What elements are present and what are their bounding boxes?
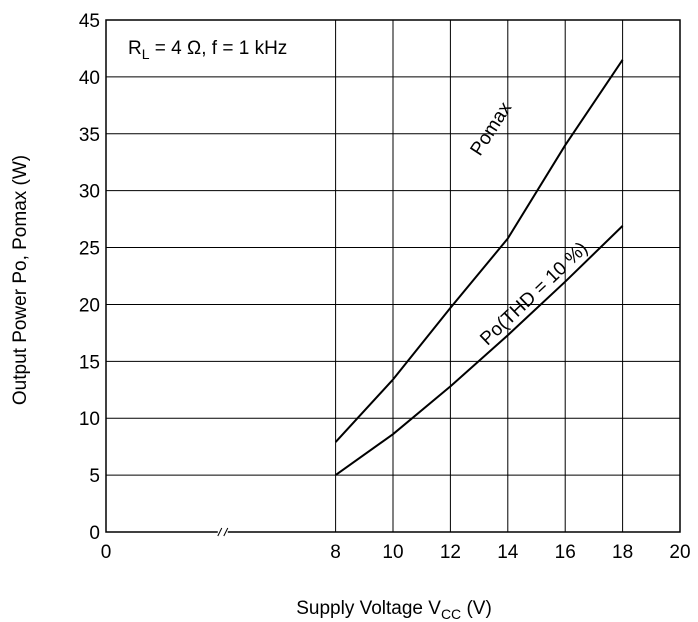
y-tick-label: 25 xyxy=(79,239,100,260)
grid xyxy=(106,20,680,532)
axis-break-gap xyxy=(217,527,228,537)
series-label-pomax: Pomax xyxy=(467,98,517,160)
x-tick-label: 20 xyxy=(669,542,690,563)
y-axis-label: Output Power Po, Pomax (W) xyxy=(10,155,31,405)
x-axis-label: Supply Voltage VCC (V) xyxy=(296,598,492,622)
x-tick-label: 14 xyxy=(497,542,519,563)
y-tick-label: 35 xyxy=(79,125,100,146)
y-tick-label: 5 xyxy=(89,466,100,487)
y-tick-label: 40 xyxy=(79,68,100,89)
x-tick-label: 16 xyxy=(555,542,576,563)
conditions-annotation: RL = 4 Ω, f = 1 kHz xyxy=(128,38,287,62)
x-tick-label: 8 xyxy=(330,542,341,563)
y-tick-labels: 0 5 10 15 20 25 30 35 40 45 xyxy=(79,11,100,544)
y-tick-label: 15 xyxy=(79,352,100,373)
plot-frame xyxy=(105,19,681,533)
y-tick-label: 0 xyxy=(89,523,100,544)
y-tick-label: 20 xyxy=(79,295,100,316)
series-line-0 xyxy=(334,59,624,443)
x-tick-label: 18 xyxy=(612,542,633,563)
x-tick-labels: 0 8 10 12 14 16 18 20 xyxy=(101,542,691,563)
x-tick-label: 0 xyxy=(101,542,112,563)
axis-break-mark xyxy=(217,527,223,537)
y-tick-label: 30 xyxy=(79,182,100,203)
y-tick-label: 45 xyxy=(79,11,100,32)
y-tick-label: 10 xyxy=(79,409,100,430)
x-tick-label: 10 xyxy=(382,542,403,563)
series-line-1 xyxy=(335,225,624,476)
x-tick-label: 12 xyxy=(440,542,461,563)
axis-break-mark xyxy=(223,527,229,537)
series-lines xyxy=(334,59,624,476)
x-axis-break xyxy=(217,527,229,537)
